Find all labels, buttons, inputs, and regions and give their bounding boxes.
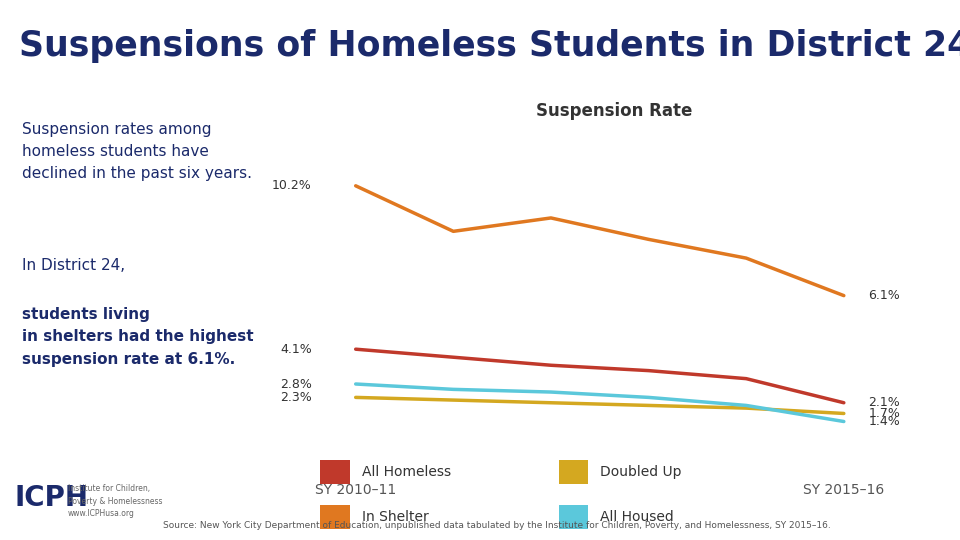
Text: All Homeless: All Homeless — [362, 465, 451, 480]
Text: Suspensions of Homeless Students in District 24: Suspensions of Homeless Students in Dist… — [19, 29, 960, 63]
Text: 4.1%: 4.1% — [280, 343, 312, 356]
Text: 1.7%: 1.7% — [868, 407, 900, 420]
Text: students living
in shelters had the highest
suspension rate at 6.1%.: students living in shelters had the high… — [21, 307, 253, 367]
Bar — [559, 505, 588, 529]
Text: 2.1%: 2.1% — [868, 396, 900, 409]
Text: 2.8%: 2.8% — [280, 377, 312, 390]
Text: SY 2010–11: SY 2010–11 — [315, 483, 396, 497]
Text: Source: New York City Department of Education, unpublished data tabulated by the: Source: New York City Department of Educ… — [163, 521, 831, 530]
Text: Suspension rates among
homeless students have
declined in the past six years.: Suspension rates among homeless students… — [21, 122, 252, 181]
Text: In District 24,: In District 24, — [21, 258, 130, 273]
Bar — [321, 505, 350, 529]
Text: 2.3%: 2.3% — [280, 391, 312, 404]
Text: In Shelter: In Shelter — [362, 510, 429, 524]
Text: All Housed: All Housed — [600, 510, 674, 524]
Title: Suspension Rate: Suspension Rate — [537, 102, 692, 120]
Text: 6.1%: 6.1% — [868, 289, 900, 302]
Text: SY 2015–16: SY 2015–16 — [804, 483, 884, 497]
Text: Doubled Up: Doubled Up — [600, 465, 682, 480]
Text: Institute for Children,
Poverty & Homelessness
www.ICPHusa.org: Institute for Children, Poverty & Homele… — [68, 484, 162, 518]
Text: 10.2%: 10.2% — [272, 179, 312, 192]
Text: ICPH: ICPH — [14, 484, 88, 512]
Text: 1.4%: 1.4% — [868, 415, 900, 428]
Bar — [559, 460, 588, 484]
Bar — [321, 460, 350, 484]
